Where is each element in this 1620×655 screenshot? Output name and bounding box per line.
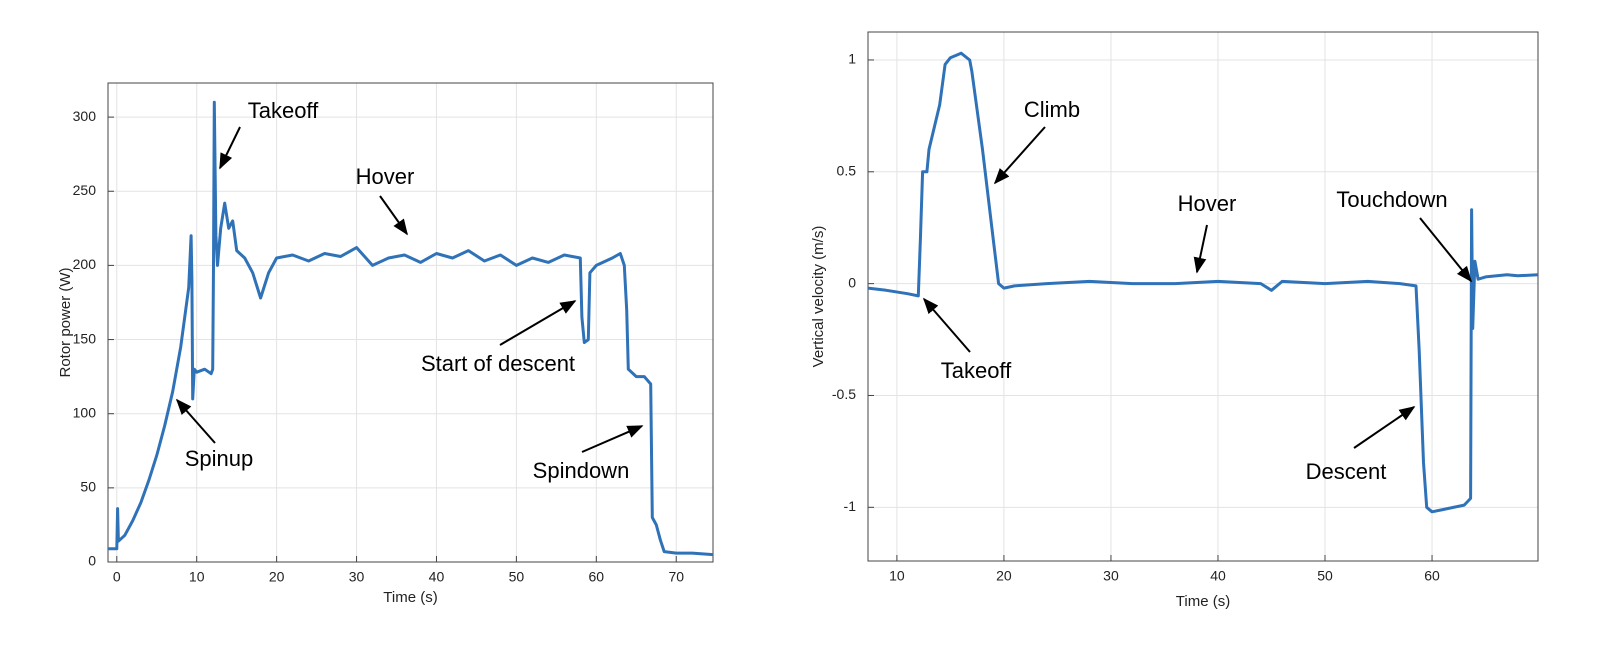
x-tick-label: 50 — [509, 569, 525, 585]
y-axis-label: Vertical velocity (m/s) — [810, 226, 827, 368]
x-tick-label: 0 — [113, 569, 121, 585]
annotation: Spindown — [533, 458, 630, 483]
annotation: Start of descent — [421, 351, 575, 376]
y-tick-label: -1 — [844, 498, 857, 514]
y-tick-label: 0 — [848, 274, 856, 290]
annotation: Hover — [1178, 191, 1237, 216]
annotation: Climb — [1024, 97, 1080, 122]
annotation-arrow — [1353, 406, 1416, 449]
x-tick-label: 30 — [349, 569, 365, 585]
x-tick-label: 20 — [269, 569, 285, 585]
annotation: Takeoff — [248, 98, 319, 123]
annotation-arrow — [379, 195, 408, 236]
x-axis-label: Time (s) — [1176, 593, 1230, 610]
plot-frame — [107, 82, 714, 563]
annotation: Touchdown — [1336, 187, 1447, 212]
x-tick-label: 30 — [1103, 568, 1119, 584]
x-axis-label: Time (s) — [383, 589, 437, 606]
y-tick-label: -0.5 — [832, 386, 856, 402]
data-line — [108, 100, 714, 557]
y-tick-label: 200 — [73, 256, 97, 272]
x-tick-label: 10 — [889, 568, 905, 584]
annotation-arrow — [581, 425, 644, 453]
x-tick-label: 40 — [1210, 568, 1226, 584]
x-tick-label: 20 — [996, 568, 1012, 584]
annotation: Takeoff — [941, 358, 1012, 383]
x-tick-label: 70 — [668, 569, 684, 585]
y-tick-label: 150 — [73, 330, 97, 346]
data-line — [867, 51, 1539, 514]
annotation-arrow — [1419, 217, 1473, 283]
y-tick-label: 1 — [848, 51, 856, 67]
annotation-arrow — [499, 300, 577, 346]
annotation: Spinup — [185, 446, 254, 471]
y-tick-label: 250 — [73, 182, 97, 198]
x-tick-label: 40 — [429, 569, 445, 585]
y-tick-label: 0.5 — [837, 163, 857, 179]
y-axis-label: Rotor power (W) — [57, 267, 74, 377]
x-tick-label: 50 — [1317, 568, 1333, 584]
annotation: Hover — [356, 164, 415, 189]
annotation-arrow — [219, 126, 241, 170]
annotation-arrow — [1193, 224, 1208, 274]
x-tick-label: 10 — [189, 569, 205, 585]
annotation-arrow — [922, 297, 971, 353]
x-tick-label: 60 — [589, 569, 605, 585]
y-tick-label: 300 — [73, 108, 97, 124]
x-tick-label: 60 — [1424, 568, 1440, 584]
annotation-arrow — [175, 398, 216, 444]
annotation: Descent — [1306, 459, 1387, 484]
y-tick-label: 100 — [73, 404, 97, 420]
y-tick-label: 50 — [80, 479, 96, 495]
y-tick-label: 0 — [88, 553, 96, 569]
annotation-arrow — [993, 126, 1046, 185]
plot-frame — [867, 31, 1539, 562]
